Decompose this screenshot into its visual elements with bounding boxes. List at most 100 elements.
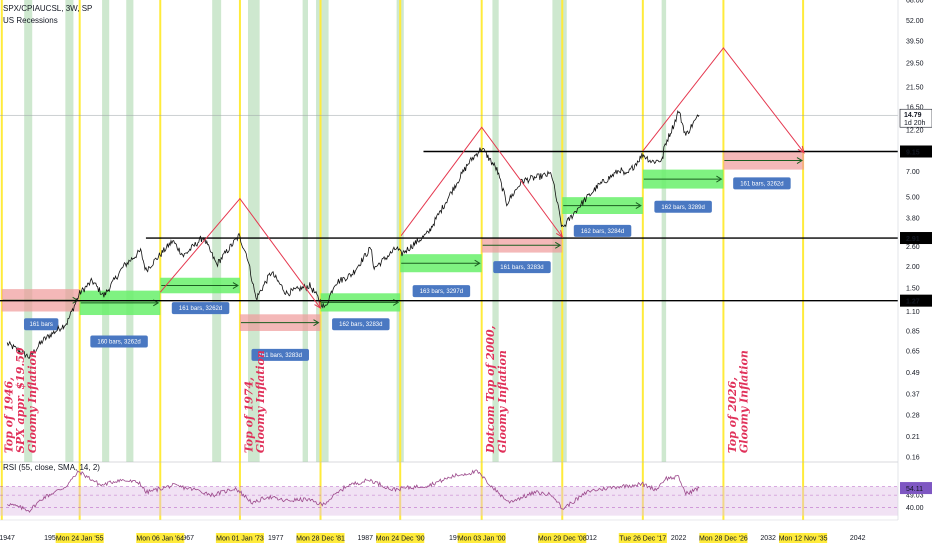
year-tick-0: 1947 xyxy=(0,535,15,542)
level-price-box-1 xyxy=(900,145,932,158)
date-label-8: Mon 28 Dec '26 xyxy=(699,536,748,543)
rsi-last-value: 54.11 xyxy=(906,486,923,493)
projection-arrow-2 xyxy=(797,145,805,154)
date-label-1: Mon 06 Jan '64 xyxy=(136,536,184,543)
date-price-ranges: 161 bars 160 bars, 3262d 161 bars, 3262d 16… xyxy=(1,151,804,361)
price-tick-13: 7.00 xyxy=(906,169,920,176)
year-tick-6: 1987 xyxy=(357,535,373,542)
date-label-box-6 xyxy=(538,533,587,543)
annotation-0: Top of 1946, xyxy=(3,377,16,453)
range-arrow-head-8 xyxy=(716,175,723,183)
symbol-title: SPX/CPIAUCSL, 3W, SP xyxy=(3,4,92,13)
range-label-1: 160 bars, 3262d xyxy=(97,339,140,345)
projection-path-0 xyxy=(159,197,321,309)
date-label-box-5 xyxy=(457,533,506,543)
recession-band-4 xyxy=(212,0,222,462)
price-tick-18: 29.50 xyxy=(906,61,924,68)
rsi-legend: RSI (55, close, SMA, 14, 2) xyxy=(3,463,100,472)
annotation-6: Gloomy Inflation xyxy=(496,350,509,453)
price-tick-12: 5.00 xyxy=(906,195,920,202)
recession-band-10 xyxy=(552,0,567,462)
rsi-band xyxy=(0,486,898,516)
range-label-box-8 xyxy=(654,200,712,213)
price-tick-17: 21.50 xyxy=(906,84,924,91)
price-tick-9: 2.00 xyxy=(906,264,920,271)
price-tick-0: 0.16 xyxy=(906,455,920,462)
level-price-label-1: 9.15 xyxy=(906,149,920,156)
recession-band-6 xyxy=(302,0,308,462)
price-axis-bg xyxy=(898,0,932,550)
range-label-box-5 xyxy=(412,285,471,298)
price-tick-5: 0.65 xyxy=(906,349,920,356)
date-label-5: Mon 03 Jan '00 xyxy=(458,536,506,543)
recession-band-2 xyxy=(102,0,110,462)
annotation-8: Gloomy Inflation xyxy=(738,350,751,453)
range-arrow-head-7 xyxy=(635,202,642,209)
range-arrow-head-3 xyxy=(313,319,320,327)
date-label-7: Tue 26 Dec '17 xyxy=(619,536,666,543)
last-price-box xyxy=(899,108,932,128)
projection-path-2 xyxy=(642,47,805,154)
price-tick-3: 0.37 xyxy=(906,391,920,398)
cycle-vertical-lines xyxy=(0,0,805,520)
level-price-box-2 xyxy=(900,232,932,245)
projection-paths xyxy=(159,47,805,310)
price-tick-15: 12.20 xyxy=(906,127,924,134)
range-arrow-head-6 xyxy=(554,241,562,249)
date-label-box-7 xyxy=(618,533,667,543)
year-tick-7: 199 xyxy=(449,535,461,542)
rsi-tick-1: 49.03 xyxy=(906,493,924,500)
price-tick-21: 68.00 xyxy=(906,0,924,5)
recession-band-9 xyxy=(492,0,499,462)
level-price-label-2: 2.91 xyxy=(906,236,920,243)
last-price-label: 14.79 xyxy=(904,112,922,119)
price-tick-2: 0.28 xyxy=(906,412,920,419)
rsi-last-box xyxy=(900,482,932,495)
year-tick-12: 2042 xyxy=(850,535,866,542)
horizontal-levels xyxy=(0,114,898,302)
range-label-box-0 xyxy=(23,318,59,331)
price-tick-20: 52.00 xyxy=(906,18,924,25)
date-label-box-1 xyxy=(136,533,185,543)
recession-band-3 xyxy=(126,0,134,462)
date-label-3: Mon 28 Dec '81 xyxy=(296,536,345,543)
price-axis[interactable]: 0.16 0.21 0.28 0.37 0.49 0.65 0.85 1.10 1.50 2.00… xyxy=(897,0,932,550)
price-tick-11: 3.80 xyxy=(906,215,920,222)
recession-band-1 xyxy=(65,0,74,462)
price-tick-19: 39.50 xyxy=(906,39,924,46)
rsi-pane xyxy=(0,461,898,516)
range-arrow-head-9 xyxy=(796,157,803,164)
range-arrow-head-2 xyxy=(232,282,239,289)
range-label-box-3 xyxy=(251,348,309,361)
range-label-4: 162 bars, 3283d xyxy=(339,322,382,328)
projection-arrow-1 xyxy=(555,230,564,239)
range-label-box-6 xyxy=(493,261,551,274)
date-label-box-3 xyxy=(296,533,345,543)
annotation-7: Top of 2026, xyxy=(726,377,739,453)
vertical-annotations: Top of 1946,SPX appr. $19.50 Gloomy Infla… xyxy=(3,325,751,454)
annotation-3: Top of 1974, xyxy=(242,377,255,453)
annotation-4: Gloomy Inflation xyxy=(254,350,267,453)
year-tick-9: 2012 xyxy=(581,535,597,542)
range-label-2: 161 bars, 3262d xyxy=(179,306,222,312)
time-axis[interactable]: 1947195272196719771987199220122022203220… xyxy=(0,519,898,543)
range-label-6: 161 bars, 3283d xyxy=(500,265,543,271)
recession-band-7 xyxy=(316,0,329,462)
range-arrow-head-5 xyxy=(474,259,481,267)
price-series xyxy=(6,110,700,359)
annotation-1: SPX appr. $19.50 xyxy=(14,347,27,453)
rsi-line xyxy=(6,469,700,513)
level-price-label-3: 1.27 xyxy=(906,299,920,306)
range-label-8: 162 bars, 3289d xyxy=(661,205,704,211)
range-label-box-2 xyxy=(171,302,230,315)
recession-band-5 xyxy=(248,0,260,462)
price-tick-16: 16.50 xyxy=(906,104,924,111)
rsi-tick-2: 40.00 xyxy=(906,505,924,512)
annotation-5: Dotcom Top of 2000, xyxy=(484,325,497,454)
date-label-box-8 xyxy=(699,533,748,543)
year-tick-1: 1952 xyxy=(44,535,60,542)
range-label-0: 161 bars xyxy=(30,322,53,328)
range-label-3: 161 bars, 3283d xyxy=(259,353,302,359)
